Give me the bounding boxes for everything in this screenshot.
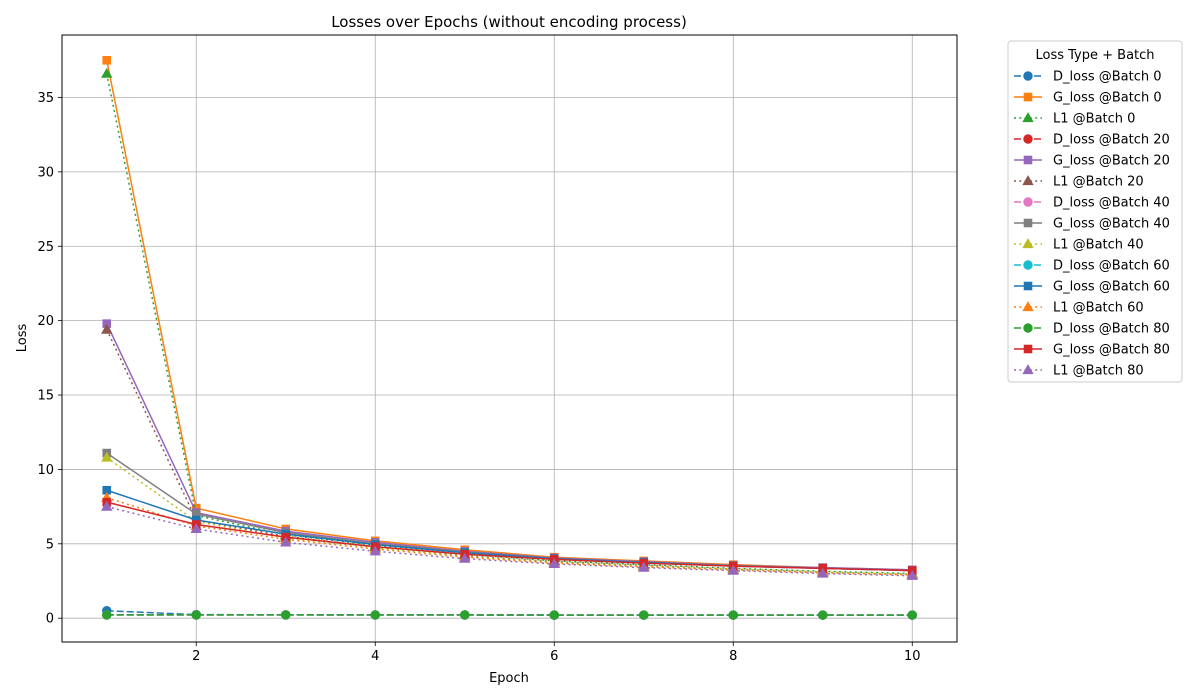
grid xyxy=(62,35,957,642)
y-tick-label: 35 xyxy=(37,91,54,106)
legend-label: D_loss @Batch 60 xyxy=(1053,259,1170,274)
x-tick-label: 10 xyxy=(904,649,921,664)
data-point xyxy=(549,610,559,620)
series-layer xyxy=(101,56,918,620)
legend-swatch-marker xyxy=(1023,71,1033,81)
legend-label: L1 @Batch 0 xyxy=(1053,112,1135,127)
legend-swatch-marker xyxy=(1023,218,1033,228)
data-point xyxy=(460,610,470,620)
legend-item: G_loss @Batch 40 xyxy=(1014,217,1170,232)
series-15 xyxy=(101,500,918,580)
legend-label: G_loss @Batch 80 xyxy=(1053,343,1170,358)
data-point xyxy=(818,610,828,620)
legend-item: L1 @Batch 20 xyxy=(1014,175,1144,190)
axis-ticks: 2 4 6 8 10 0 5 10 15 20 25 30 35 xyxy=(37,91,920,664)
data-point xyxy=(639,610,649,620)
y-tick-label: 25 xyxy=(37,240,54,255)
data-point xyxy=(370,610,380,620)
data-point xyxy=(459,552,471,563)
y-tick-label: 10 xyxy=(37,463,54,478)
data-point xyxy=(369,545,381,556)
x-axis-label: Epoch xyxy=(489,671,529,686)
legend-item: L1 @Batch 0 xyxy=(1014,112,1135,127)
legend-item: L1 @Batch 60 xyxy=(1014,301,1144,316)
series-line xyxy=(106,501,913,572)
legend-swatch-marker xyxy=(1023,281,1033,291)
legend-item: D_loss @Batch 60 xyxy=(1014,259,1170,274)
data-point xyxy=(280,536,292,547)
y-tick-label: 30 xyxy=(37,165,54,180)
legend-item: L1 @Batch 80 xyxy=(1014,364,1144,379)
legend-swatch-marker xyxy=(1023,344,1033,354)
legend-item: D_loss @Batch 40 xyxy=(1014,196,1170,211)
legend-swatch-marker xyxy=(1023,323,1033,333)
legend-swatch-marker xyxy=(1023,260,1033,270)
legend-swatch-marker xyxy=(1022,238,1034,249)
legend-item: G_loss @Batch 20 xyxy=(1014,154,1170,169)
legend-label: D_loss @Batch 20 xyxy=(1053,133,1170,148)
legend: Loss Type + Batch D_loss @Batch 0 G_loss … xyxy=(1007,40,1183,383)
chart-title: Losses over Epochs (without encoding pro… xyxy=(331,13,687,31)
legend-swatch-marker xyxy=(1022,301,1034,312)
data-point xyxy=(728,610,738,620)
legend-label: L1 @Batch 20 xyxy=(1053,175,1144,190)
legend-item: G_loss @Batch 60 xyxy=(1014,280,1170,295)
legend-label: G_loss @Batch 40 xyxy=(1053,217,1170,232)
data-point xyxy=(907,610,917,620)
y-tick-label: 20 xyxy=(37,314,54,329)
legend-item: G_loss @Batch 0 xyxy=(1014,91,1162,106)
series-13 xyxy=(102,610,917,620)
legend-swatch-marker xyxy=(1023,134,1033,144)
legend-item: G_loss @Batch 80 xyxy=(1014,343,1170,358)
data-point xyxy=(101,451,113,462)
legend-item: D_loss @Batch 80 xyxy=(1014,322,1170,337)
legend-swatch-marker xyxy=(1023,155,1033,165)
legend-label: D_loss @Batch 40 xyxy=(1053,196,1170,211)
legend-swatch-marker xyxy=(1023,92,1033,102)
data-point xyxy=(190,523,202,534)
data-point xyxy=(101,323,113,334)
data-point xyxy=(727,564,739,575)
series-line xyxy=(106,496,913,576)
legend-box xyxy=(1007,40,1183,383)
legend-items: D_loss @Batch 0 G_loss @Batch 0 L1 @Batch … xyxy=(1014,70,1170,379)
x-tick-label: 2 xyxy=(192,649,200,664)
data-point xyxy=(102,56,112,65)
legend-label: G_loss @Batch 0 xyxy=(1053,91,1162,106)
data-point xyxy=(101,67,113,78)
y-tick-label: 0 xyxy=(46,612,54,627)
data-point xyxy=(102,610,112,620)
y-axis-label: Loss xyxy=(15,324,30,353)
data-point xyxy=(281,610,291,620)
legend-label: D_loss @Batch 0 xyxy=(1053,70,1162,85)
data-point xyxy=(101,500,113,511)
legend-swatch-marker xyxy=(1023,197,1033,207)
legend-label: G_loss @Batch 60 xyxy=(1053,280,1170,295)
data-point xyxy=(817,567,829,578)
legend-label: L1 @Batch 80 xyxy=(1053,364,1144,379)
legend-swatch-marker xyxy=(1022,112,1034,123)
data-point xyxy=(638,561,650,572)
legend-label: G_loss @Batch 20 xyxy=(1053,154,1170,169)
legend-item: D_loss @Batch 20 xyxy=(1014,133,1170,148)
legend-label: D_loss @Batch 80 xyxy=(1053,322,1170,337)
x-tick-label: 8 xyxy=(729,649,737,664)
plot-frame xyxy=(61,34,958,643)
y-tick-label: 5 xyxy=(46,537,54,552)
legend-label: L1 @Batch 60 xyxy=(1053,301,1144,316)
legend-label: L1 @Batch 40 xyxy=(1053,238,1144,253)
legend-item: D_loss @Batch 0 xyxy=(1014,70,1162,85)
legend-swatch-marker xyxy=(1022,175,1034,186)
x-tick-label: 6 xyxy=(550,649,558,664)
x-tick-label: 4 xyxy=(371,649,379,664)
legend-item: L1 @Batch 40 xyxy=(1014,238,1144,253)
y-tick-label: 15 xyxy=(37,389,54,404)
data-point xyxy=(548,558,560,569)
data-point xyxy=(906,569,918,580)
legend-swatch-marker xyxy=(1022,364,1034,375)
legend-title: Loss Type + Batch xyxy=(1035,48,1154,63)
data-point xyxy=(191,610,201,620)
